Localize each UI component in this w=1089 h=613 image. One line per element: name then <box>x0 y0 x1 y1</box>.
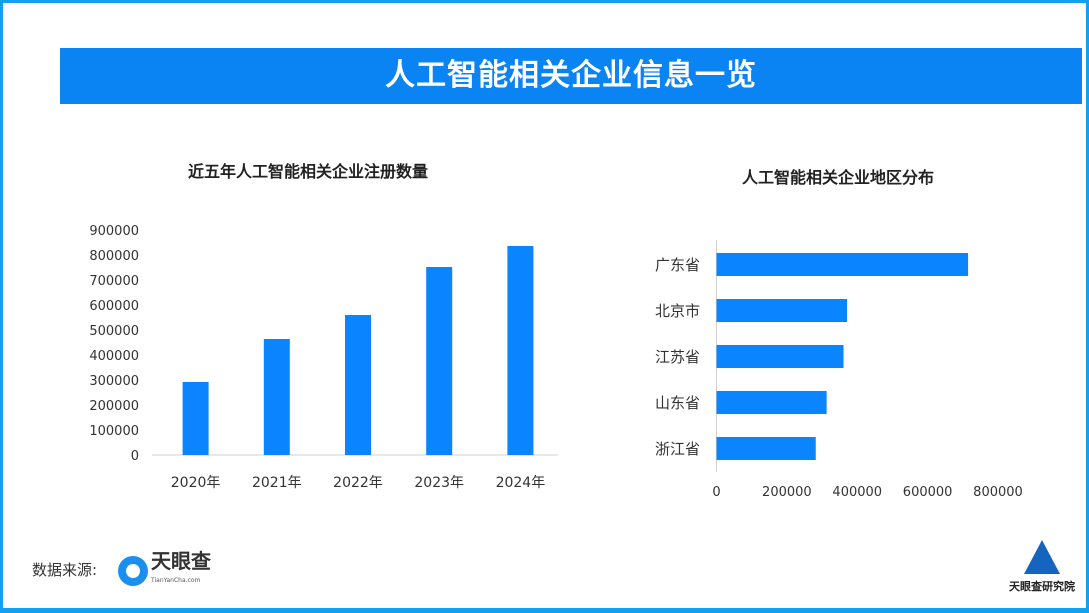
x-tick-label: 0 <box>712 485 720 500</box>
y-tick-label: 900000 <box>89 224 139 239</box>
y-tick-label: 100000 <box>89 424 139 439</box>
y-category-label: 山东省 <box>655 394 700 412</box>
chart-title-regions: 人工智能相关企业地区分布 <box>742 168 935 187</box>
x-tick-label: 2022年 <box>333 475 383 491</box>
x-tick-label: 800000 <box>973 485 1023 500</box>
institute-logo-icon <box>1024 540 1060 574</box>
bar-江苏省 <box>716 345 844 368</box>
bar-2020年 <box>182 382 209 455</box>
x-tick-label: 2020年 <box>171 475 221 491</box>
y-category-label: 北京市 <box>655 302 700 320</box>
y-tick-label: 800000 <box>89 249 139 264</box>
x-tick-label: 2023年 <box>414 475 464 491</box>
bar-浙江省 <box>716 437 816 460</box>
x-tick-label: 2021年 <box>252 475 302 491</box>
y-tick-label: 600000 <box>89 299 139 314</box>
y-tick-label: 700000 <box>89 274 139 289</box>
x-tick-label: 200000 <box>762 485 812 500</box>
y-category-label: 浙江省 <box>655 440 700 458</box>
y-tick-label: 0 <box>131 449 139 464</box>
y-category-label: 江苏省 <box>655 348 700 366</box>
page-title: 人工智能相关企业信息一览 <box>60 48 1082 104</box>
tianyancha-logo-icon <box>118 556 148 586</box>
chart-title-registrations: 近五年人工智能相关企业注册数量 <box>188 162 429 181</box>
source-label: 数据来源: <box>32 561 98 579</box>
bar-2023年 <box>426 267 453 455</box>
bar-2021年 <box>263 339 290 455</box>
y-tick-label: 500000 <box>89 324 139 339</box>
y-category-label: 广东省 <box>655 256 700 274</box>
bar-2024年 <box>507 246 534 455</box>
x-tick-label: 400000 <box>832 485 882 500</box>
bar-广东省 <box>716 253 969 276</box>
bar-北京市 <box>716 299 848 322</box>
logo-name: 天眼查 <box>151 549 211 573</box>
y-tick-label: 400000 <box>89 349 139 364</box>
logo-sub: TianYanCha.com <box>151 577 201 584</box>
bar-山东省 <box>716 391 827 414</box>
x-tick-label: 2024年 <box>496 475 546 491</box>
x-tick-label: 600000 <box>903 485 953 500</box>
bar-2022年 <box>345 315 371 455</box>
institute-logo: 天眼查研究院 <box>1002 540 1082 594</box>
y-tick-label: 200000 <box>89 399 139 414</box>
tianyancha-logo: 天眼查 TianYanCha.com <box>118 551 211 591</box>
institute-name: 天眼查研究院 <box>1009 580 1075 593</box>
y-tick-label: 300000 <box>89 374 139 389</box>
